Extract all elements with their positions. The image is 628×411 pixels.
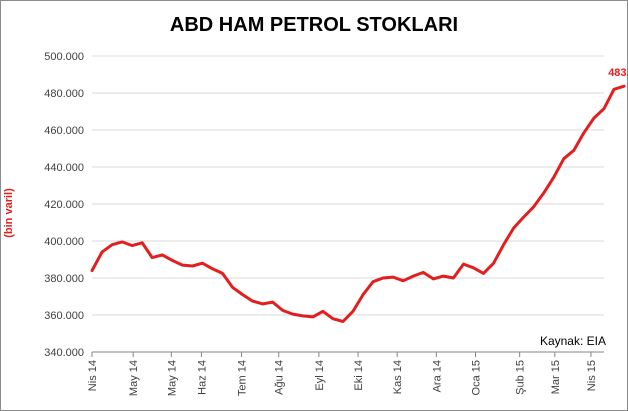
chart-title: ABD HAM PETROL STOKLARI <box>169 14 459 36</box>
y-tick-label: 360.000 <box>44 310 84 322</box>
x-tick-label: Oca 15 <box>470 360 482 395</box>
y-tick-label: 480.000 <box>44 88 84 100</box>
x-tick-label: May 14 <box>128 360 140 396</box>
x-tick-label: Eki 14 <box>353 360 365 391</box>
x-tick-label: Şub 15 <box>515 360 527 395</box>
x-axis: Nis 14 May 14 May 14 Haz 14 Tem 14 Ağu 14 Eyl … <box>87 351 604 396</box>
source-note: Kaynak: EIA <box>539 334 606 348</box>
series-group <box>90 84 626 323</box>
x-tick-label: Tem 14 <box>237 360 249 396</box>
y-tick-label: 420.000 <box>44 199 84 211</box>
x-tick-label: Haz 14 <box>196 360 208 395</box>
y-tick-label: 460.000 <box>44 125 84 137</box>
data-labels: 483.687 <box>608 67 628 79</box>
x-tick-label: Nis 15 <box>586 360 598 391</box>
end-value-label: 483.687 <box>608 67 628 79</box>
x-tick-label: Ara 14 <box>431 360 443 392</box>
x-tick-label: Ağu 14 <box>274 360 286 395</box>
series-line <box>90 84 626 323</box>
x-tick-label: May 14 <box>166 360 178 396</box>
y-tick-label: 400.000 <box>44 236 84 248</box>
y-tick-label: 340.000 <box>44 347 84 359</box>
x-tick-label: Mar 15 <box>550 360 562 394</box>
x-tick-label: Nis 14 <box>87 360 99 391</box>
y-tick-labels: 340.000 360.000 380.000 400.000 420.000 440.0… <box>44 51 84 359</box>
x-tick-label: Eyl 14 <box>314 360 326 391</box>
y-tick-label: 380.000 <box>44 273 84 285</box>
y-tick-label: 500.000 <box>44 51 84 63</box>
y-tick-label: 440.000 <box>44 162 84 174</box>
x-tick-label: Kas 14 <box>392 360 404 394</box>
gridlines <box>92 55 604 353</box>
